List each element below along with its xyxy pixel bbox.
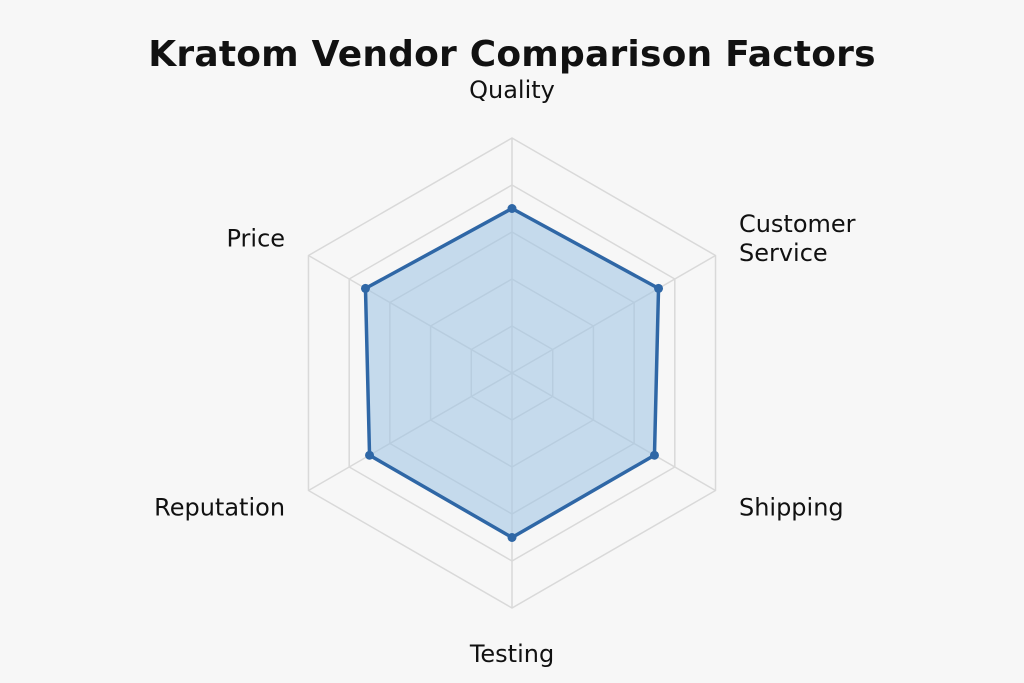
axis-label-line: Customer bbox=[739, 210, 856, 238]
axis-label-reputation: Reputation bbox=[154, 494, 285, 522]
axis-label-customer-service: Customer Service bbox=[739, 210, 856, 267]
axis-label-price: Price bbox=[226, 225, 285, 253]
data-point-price bbox=[360, 283, 370, 293]
axis-label-line: Service bbox=[739, 239, 828, 267]
radar-series bbox=[360, 204, 664, 542]
data-point-testing bbox=[507, 533, 517, 542]
axis-label-line: Testing bbox=[469, 640, 554, 668]
axis-label-line: Quality bbox=[469, 76, 555, 104]
radar-axis-labels: Quality Customer Service Shipping Testing Rep… bbox=[154, 76, 856, 668]
data-point-quality bbox=[507, 204, 517, 213]
data-point-customer-service bbox=[654, 283, 664, 293]
axis-label-quality: Quality bbox=[469, 76, 555, 104]
chart-title: Kratom Vendor Comparison Factors bbox=[148, 34, 876, 75]
axis-label-line: Price bbox=[226, 225, 285, 253]
axis-label-testing: Testing bbox=[469, 640, 554, 668]
axis-label-line: Reputation bbox=[154, 494, 285, 522]
axis-label-shipping: Shipping bbox=[739, 494, 844, 522]
series-area bbox=[363, 206, 661, 540]
axis-label-line: Shipping bbox=[739, 494, 844, 522]
data-point-reputation bbox=[365, 450, 375, 460]
data-point-shipping bbox=[649, 450, 659, 460]
